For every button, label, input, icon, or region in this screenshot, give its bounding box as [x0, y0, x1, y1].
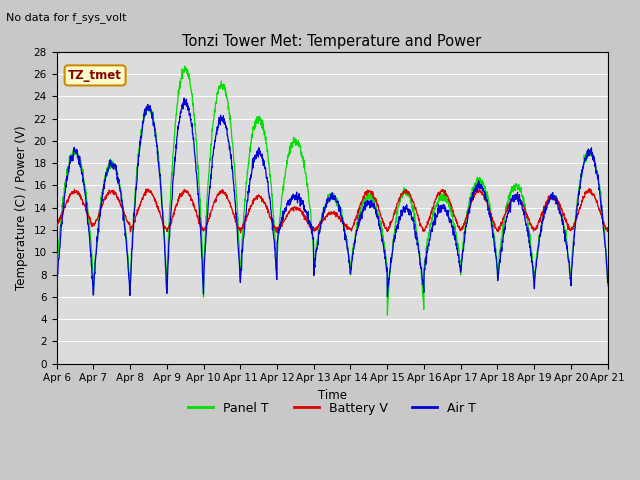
X-axis label: Time: Time: [317, 389, 347, 402]
Text: No data for f_sys_volt: No data for f_sys_volt: [6, 12, 127, 23]
Title: Tonzi Tower Met: Temperature and Power: Tonzi Tower Met: Temperature and Power: [182, 34, 482, 49]
Legend: Panel T, Battery V, Air T: Panel T, Battery V, Air T: [183, 397, 481, 420]
Text: TZ_tmet: TZ_tmet: [68, 69, 122, 82]
Y-axis label: Temperature (C) / Power (V): Temperature (C) / Power (V): [15, 125, 28, 290]
